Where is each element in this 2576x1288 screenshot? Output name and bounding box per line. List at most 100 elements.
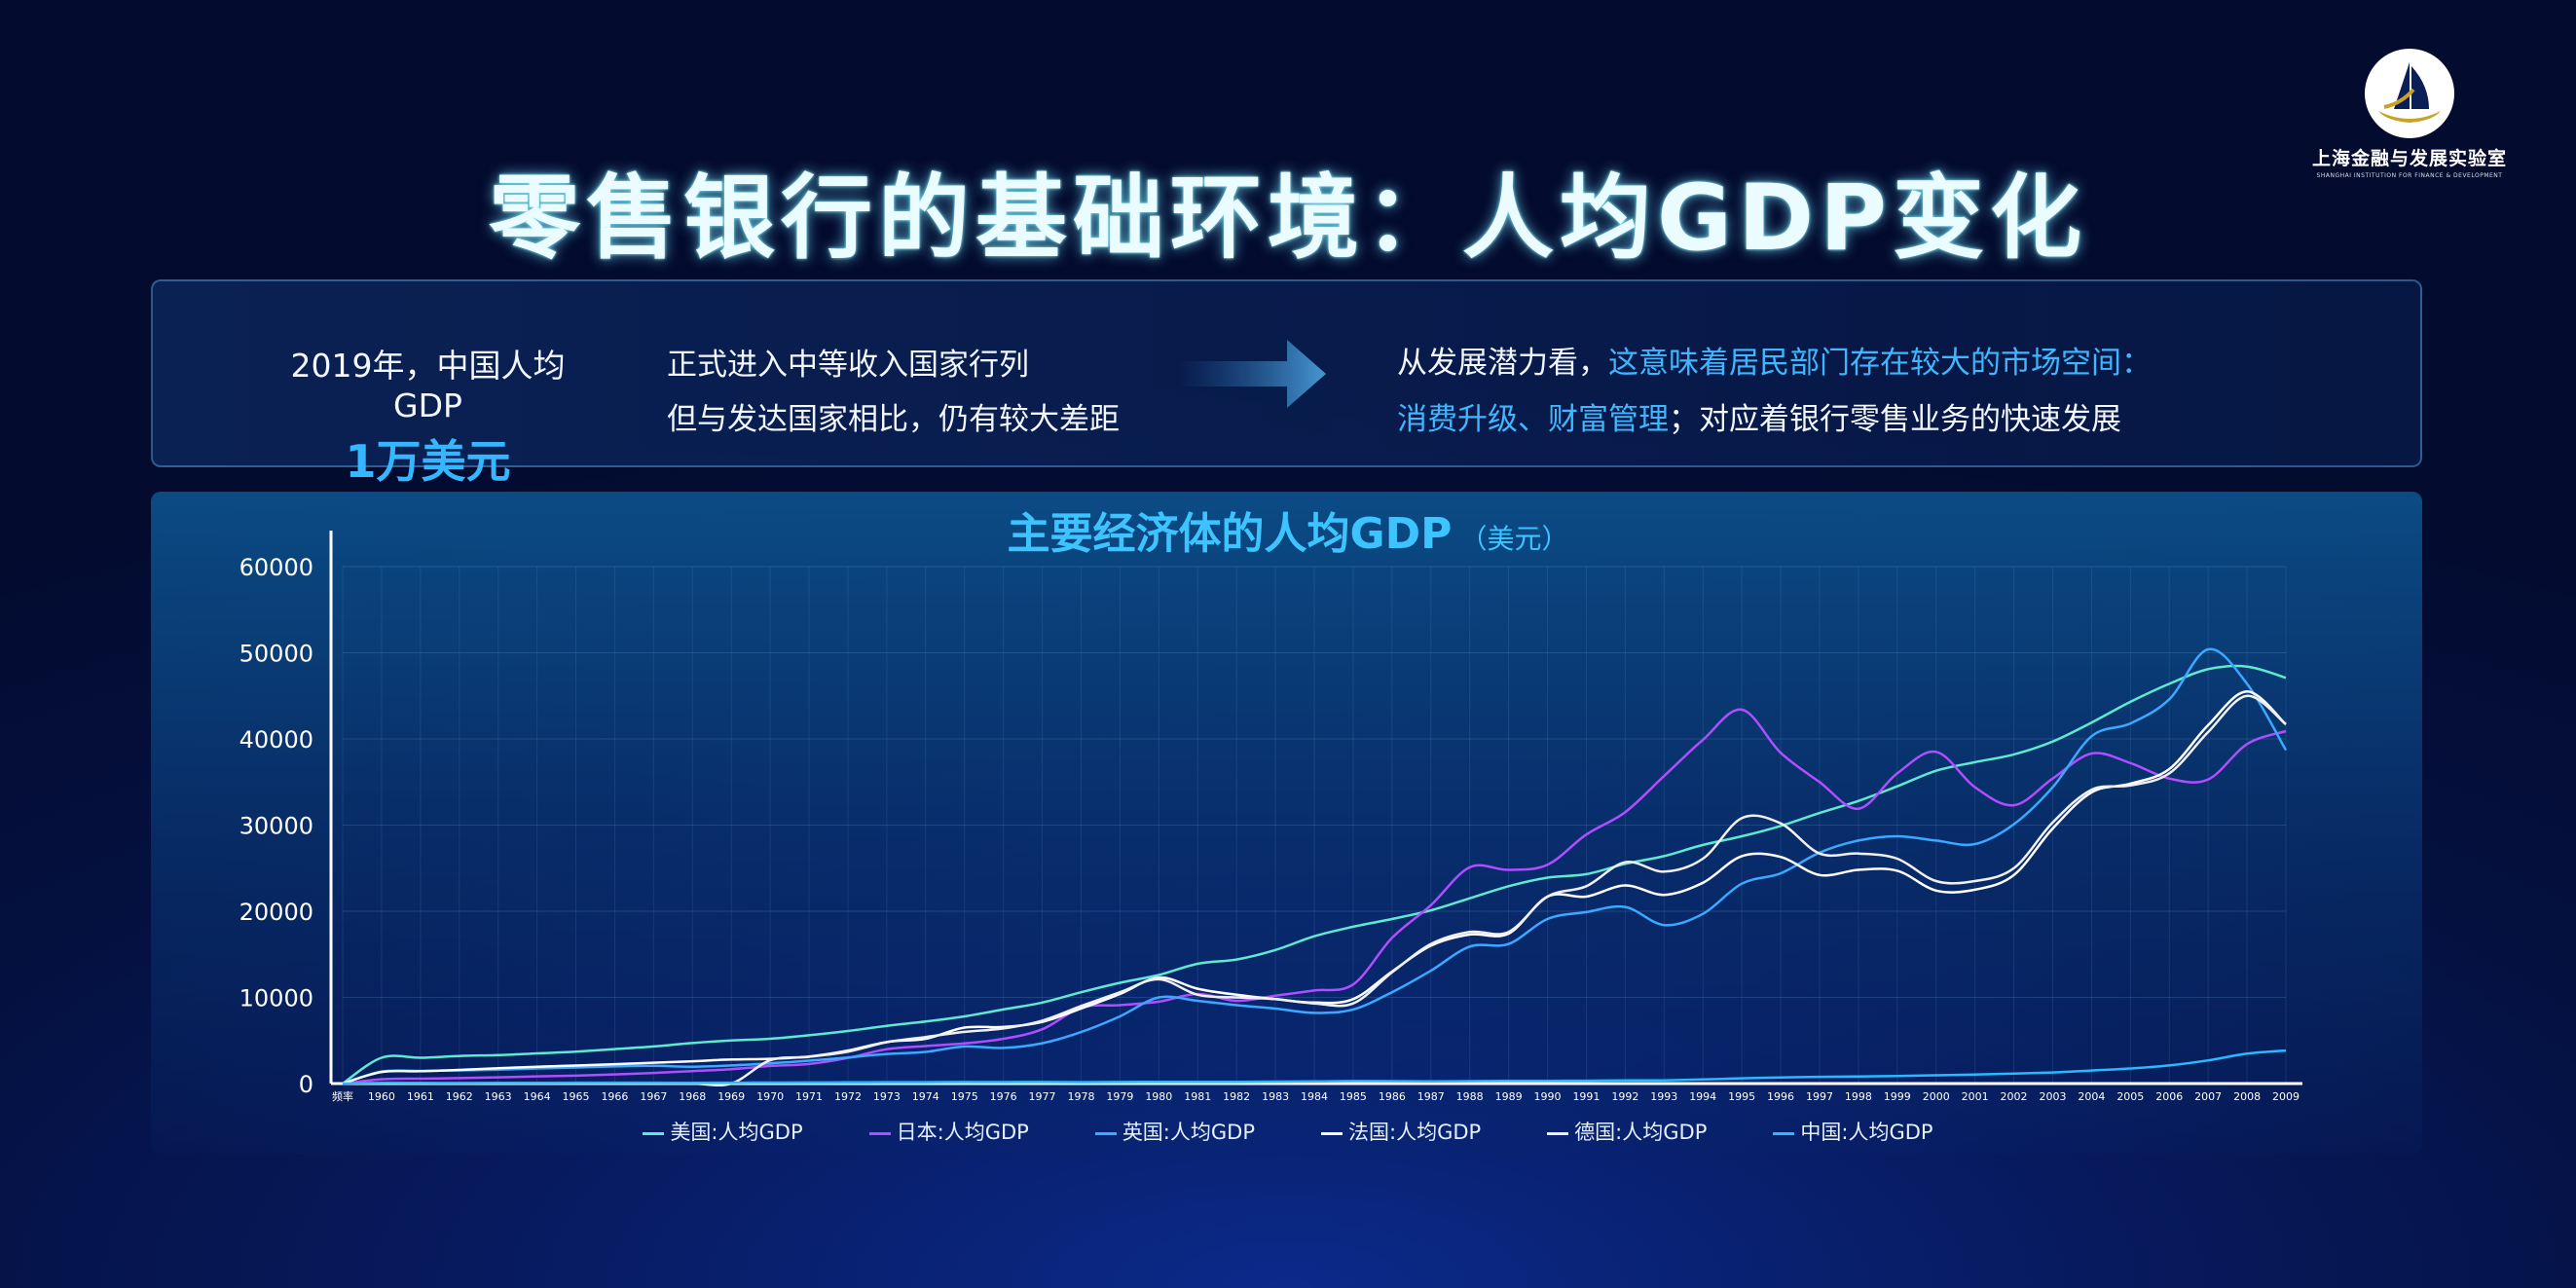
y-tick-label: 10000 xyxy=(239,985,313,1012)
x-tick-label: 1971 xyxy=(795,1090,823,1103)
x-tick-label: 2002 xyxy=(2001,1090,2028,1103)
y-tick-label: 20000 xyxy=(239,899,313,926)
series-line-uk xyxy=(342,647,2288,1086)
x-tick-label: 1995 xyxy=(1728,1090,1755,1103)
series-line-jp xyxy=(342,708,2287,1086)
x-tick-label: 1962 xyxy=(446,1090,473,1103)
mid-line2: 但与发达国家相比，仍有较大差距 xyxy=(667,402,1120,437)
chart-title: 主要经济体的人均GDP （美元） xyxy=(0,498,2576,561)
logo-subtitle: SHANGHAI INSTITUTION FOR FINANCE & DEVEL… xyxy=(2316,172,2503,179)
x-tick-label: 1986 xyxy=(1379,1090,1406,1103)
y-tick-label: 0 xyxy=(299,1071,313,1098)
legend-label: 中国:人均GDP xyxy=(1800,1121,1933,1144)
china-gdp-callout: 2019年，中国人均GDP 1万美元 xyxy=(270,340,586,491)
x-tick-label: 1966 xyxy=(601,1090,628,1103)
x-tick-label: 2007 xyxy=(2194,1090,2222,1103)
x-tick-label: 1988 xyxy=(1456,1090,1484,1103)
legend-label: 法国:人均GDP xyxy=(1348,1121,1482,1144)
legend-swatch xyxy=(1321,1131,1343,1135)
logo-name: 上海金融与发展实验室 xyxy=(2312,148,2508,169)
x-tick-label: 1991 xyxy=(1572,1090,1600,1103)
chart-title-text: 主要经济体的人均GDP xyxy=(1007,509,1453,559)
x-tick-label: 频率 xyxy=(332,1089,353,1103)
info-panel: 2019年，中国人均GDP 1万美元 正式进入中等收入国家行列 但与发达国家相比… xyxy=(151,279,2422,488)
potential-text: 从发展潜力看，这意味着居民部门存在较大的市场空间： 消费升级、财富管理；对应着银… xyxy=(1397,335,2152,448)
x-tick-label: 2005 xyxy=(2116,1090,2144,1103)
x-tick-label: 1960 xyxy=(368,1090,395,1103)
chart-panel xyxy=(151,492,2422,1154)
legend-swatch xyxy=(643,1131,665,1135)
x-tick-label: 1980 xyxy=(1145,1090,1172,1103)
arrow-right-icon xyxy=(1180,340,1336,412)
legend-swatch xyxy=(1773,1131,1795,1135)
x-tick-label: 1987 xyxy=(1417,1090,1445,1103)
right-line2-a: 消费升级、财富管理 xyxy=(1397,402,1669,437)
x-tick-label: 1982 xyxy=(1223,1090,1250,1103)
x-tick-label: 1997 xyxy=(1806,1090,1833,1103)
series-line-us xyxy=(342,664,2287,1086)
x-tick-label: 1984 xyxy=(1301,1090,1328,1103)
x-tick-label: 1998 xyxy=(1845,1090,1872,1103)
callout-value: 1万美元 xyxy=(345,435,511,488)
x-tick-label: 1975 xyxy=(951,1090,978,1103)
x-tick-label: 1983 xyxy=(1262,1090,1289,1103)
x-tick-label: 1979 xyxy=(1106,1090,1133,1103)
x-tick-label: 2004 xyxy=(2078,1090,2105,1103)
x-tick-label: 1978 xyxy=(1067,1090,1094,1103)
y-tick-label: 40000 xyxy=(239,726,313,754)
x-tick-label: 1965 xyxy=(563,1090,590,1103)
x-tick-label: 1974 xyxy=(912,1090,939,1103)
logo: 上海金融与发展实验室 SHANGHAI INSTITUTION FOR FINA… xyxy=(2312,49,2507,185)
chart-unit: （美元） xyxy=(1459,523,1569,555)
income-status-text: 正式进入中等收入国家行列 但与发达国家相比，仍有较大差距 xyxy=(667,338,1120,447)
x-tick-label: 1964 xyxy=(524,1090,551,1103)
legend-label: 德国:人均GDP xyxy=(1574,1121,1708,1144)
page-title: 零售银行的基础环境：人均GDP变化 xyxy=(488,166,2088,272)
x-tick-label: 2008 xyxy=(2233,1090,2261,1103)
y-tick-label: 50000 xyxy=(239,641,313,668)
x-tick-label: 1990 xyxy=(1534,1090,1562,1103)
legend-item-de: 德国:人均GDP xyxy=(1547,1117,1707,1146)
x-tick-label: 1970 xyxy=(756,1090,784,1103)
legend-label: 美国:人均GDP xyxy=(670,1121,803,1144)
legend-item-uk: 英国:人均GDP xyxy=(1094,1117,1255,1146)
right-line2-b: ；对应着银行零售业务的快速发展 xyxy=(1669,402,2121,437)
legend-label: 英国:人均GDP xyxy=(1122,1121,1255,1144)
x-tick-label: 1981 xyxy=(1184,1090,1211,1103)
mid-line1: 正式进入中等收入国家行列 xyxy=(667,348,1029,383)
x-tick-label: 1972 xyxy=(834,1090,862,1103)
legend-swatch xyxy=(868,1131,891,1135)
x-tick-label: 1994 xyxy=(1689,1090,1716,1103)
x-tick-label: 1968 xyxy=(679,1090,706,1103)
x-tick-label: 1969 xyxy=(718,1090,745,1103)
x-tick-label: 2006 xyxy=(2155,1090,2183,1103)
x-tick-label: 2009 xyxy=(2272,1090,2300,1103)
x-tick-label: 2001 xyxy=(1962,1090,1989,1103)
callout-line1: 2019年，中国人均GDP xyxy=(290,347,566,424)
legend-swatch xyxy=(1094,1131,1117,1135)
x-tick-label: 1993 xyxy=(1650,1090,1677,1103)
chart-legend: 美国:人均GDP 日本:人均GDP 英国:人均GDP 法国:人均GDP 德国:人均GDP… xyxy=(0,1117,2576,1146)
x-tick-label: 1999 xyxy=(1884,1090,1911,1103)
x-tick-label: 1996 xyxy=(1767,1090,1794,1103)
x-tick-label: 1977 xyxy=(1029,1090,1056,1103)
x-tick-label: 1976 xyxy=(990,1090,1017,1103)
legend-item-cn: 中国:人均GDP xyxy=(1773,1117,1933,1146)
y-tick-label: 60000 xyxy=(239,554,313,581)
right-line1-a: 从发展潜力看， xyxy=(1397,346,1608,381)
series-line-cn xyxy=(342,1049,2287,1086)
legend-item-jp: 日本:人均GDP xyxy=(868,1117,1029,1146)
x-tick-label: 1985 xyxy=(1340,1090,1367,1103)
x-tick-label: 1989 xyxy=(1495,1090,1523,1103)
legend-label: 日本:人均GDP xyxy=(896,1121,1029,1144)
x-tick-label: 1963 xyxy=(485,1090,512,1103)
legend-item-us: 美国:人均GDP xyxy=(643,1117,803,1146)
right-line1-b: 这意味着居民部门存在较大的市场空间： xyxy=(1608,346,2152,381)
x-tick-label: 2000 xyxy=(1923,1090,1950,1103)
legend-item-fr: 法国:人均GDP xyxy=(1321,1117,1481,1146)
x-tick-label: 1992 xyxy=(1611,1090,1638,1103)
x-tick-label: 1961 xyxy=(407,1090,434,1103)
sailboat-logo-icon xyxy=(2365,49,2454,138)
y-tick-label: 30000 xyxy=(239,813,313,840)
